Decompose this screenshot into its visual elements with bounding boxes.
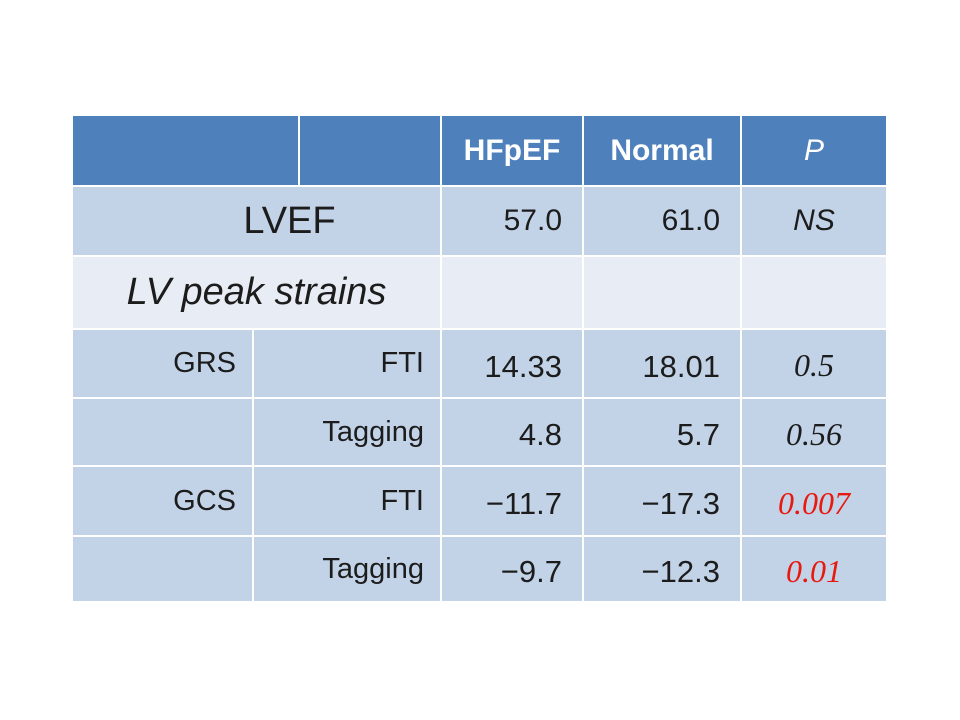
row-label-empty <box>71 535 254 603</box>
pvalue-gcs-fti: 0.007 <box>740 465 888 537</box>
results-table: HFpEF Normal P LVEF 57.0 61.0 NS LV peak… <box>71 114 888 603</box>
value-gcs-fti-hfpef: −11.7 <box>440 465 584 537</box>
value-grs-tagging-normal: 5.7 <box>582 397 742 467</box>
header-cell-p: P <box>740 114 888 187</box>
header-cell-normal: Normal <box>582 114 742 187</box>
empty-cell <box>440 255 584 330</box>
value-gcs-fti-normal: −17.3 <box>582 465 742 537</box>
table-header-row: HFpEF Normal P <box>71 114 888 187</box>
table-row-grs-tagging: Tagging 4.8 5.7 0.56 <box>71 397 888 467</box>
header-empty-cell-2 <box>298 114 442 187</box>
row-label-grs-method-tagging: Tagging <box>252 397 442 467</box>
value-grs-fti-hfpef: 14.33 <box>440 328 584 399</box>
value-gcs-tagging-normal: −12.3 <box>582 535 742 603</box>
value-grs-fti-normal: 18.01 <box>582 328 742 399</box>
empty-cell <box>740 255 888 330</box>
row-label-lvef: LVEF <box>71 185 442 257</box>
pvalue-grs-fti: 0.5 <box>740 328 888 399</box>
value-grs-tagging-hfpef: 4.8 <box>440 397 584 467</box>
table-row-gcs-tagging: Tagging −9.7 −12.3 0.01 <box>71 535 888 603</box>
pvalue-lvef: NS <box>740 185 888 257</box>
row-label-grs: GRS <box>71 328 254 399</box>
pvalue-gcs-tagging: 0.01 <box>740 535 888 603</box>
table-row-gcs-fti: GCS FTI −11.7 −17.3 0.007 <box>71 465 888 537</box>
header-cell-hfpef: HFpEF <box>440 114 584 187</box>
row-label-gcs: GCS <box>71 465 254 537</box>
table-row-grs-fti: GRS FTI 14.33 18.01 0.5 <box>71 328 888 399</box>
row-label-empty <box>71 397 254 467</box>
header-empty-cell-1 <box>71 114 300 187</box>
section-label-lv-peak-strains: LV peak strains <box>71 255 442 330</box>
row-label-grs-method-fti: FTI <box>252 328 442 399</box>
table-section-row-lv-peak-strains: LV peak strains <box>71 255 888 330</box>
empty-cell <box>582 255 742 330</box>
row-label-gcs-method-tagging: Tagging <box>252 535 442 603</box>
value-lvef-normal: 61.0 <box>582 185 742 257</box>
pvalue-grs-tagging: 0.56 <box>740 397 888 467</box>
value-lvef-hfpef: 57.0 <box>440 185 584 257</box>
table-row-lvef: LVEF 57.0 61.0 NS <box>71 185 888 257</box>
value-gcs-tagging-hfpef: −9.7 <box>440 535 584 603</box>
row-label-gcs-method-fti: FTI <box>252 465 442 537</box>
